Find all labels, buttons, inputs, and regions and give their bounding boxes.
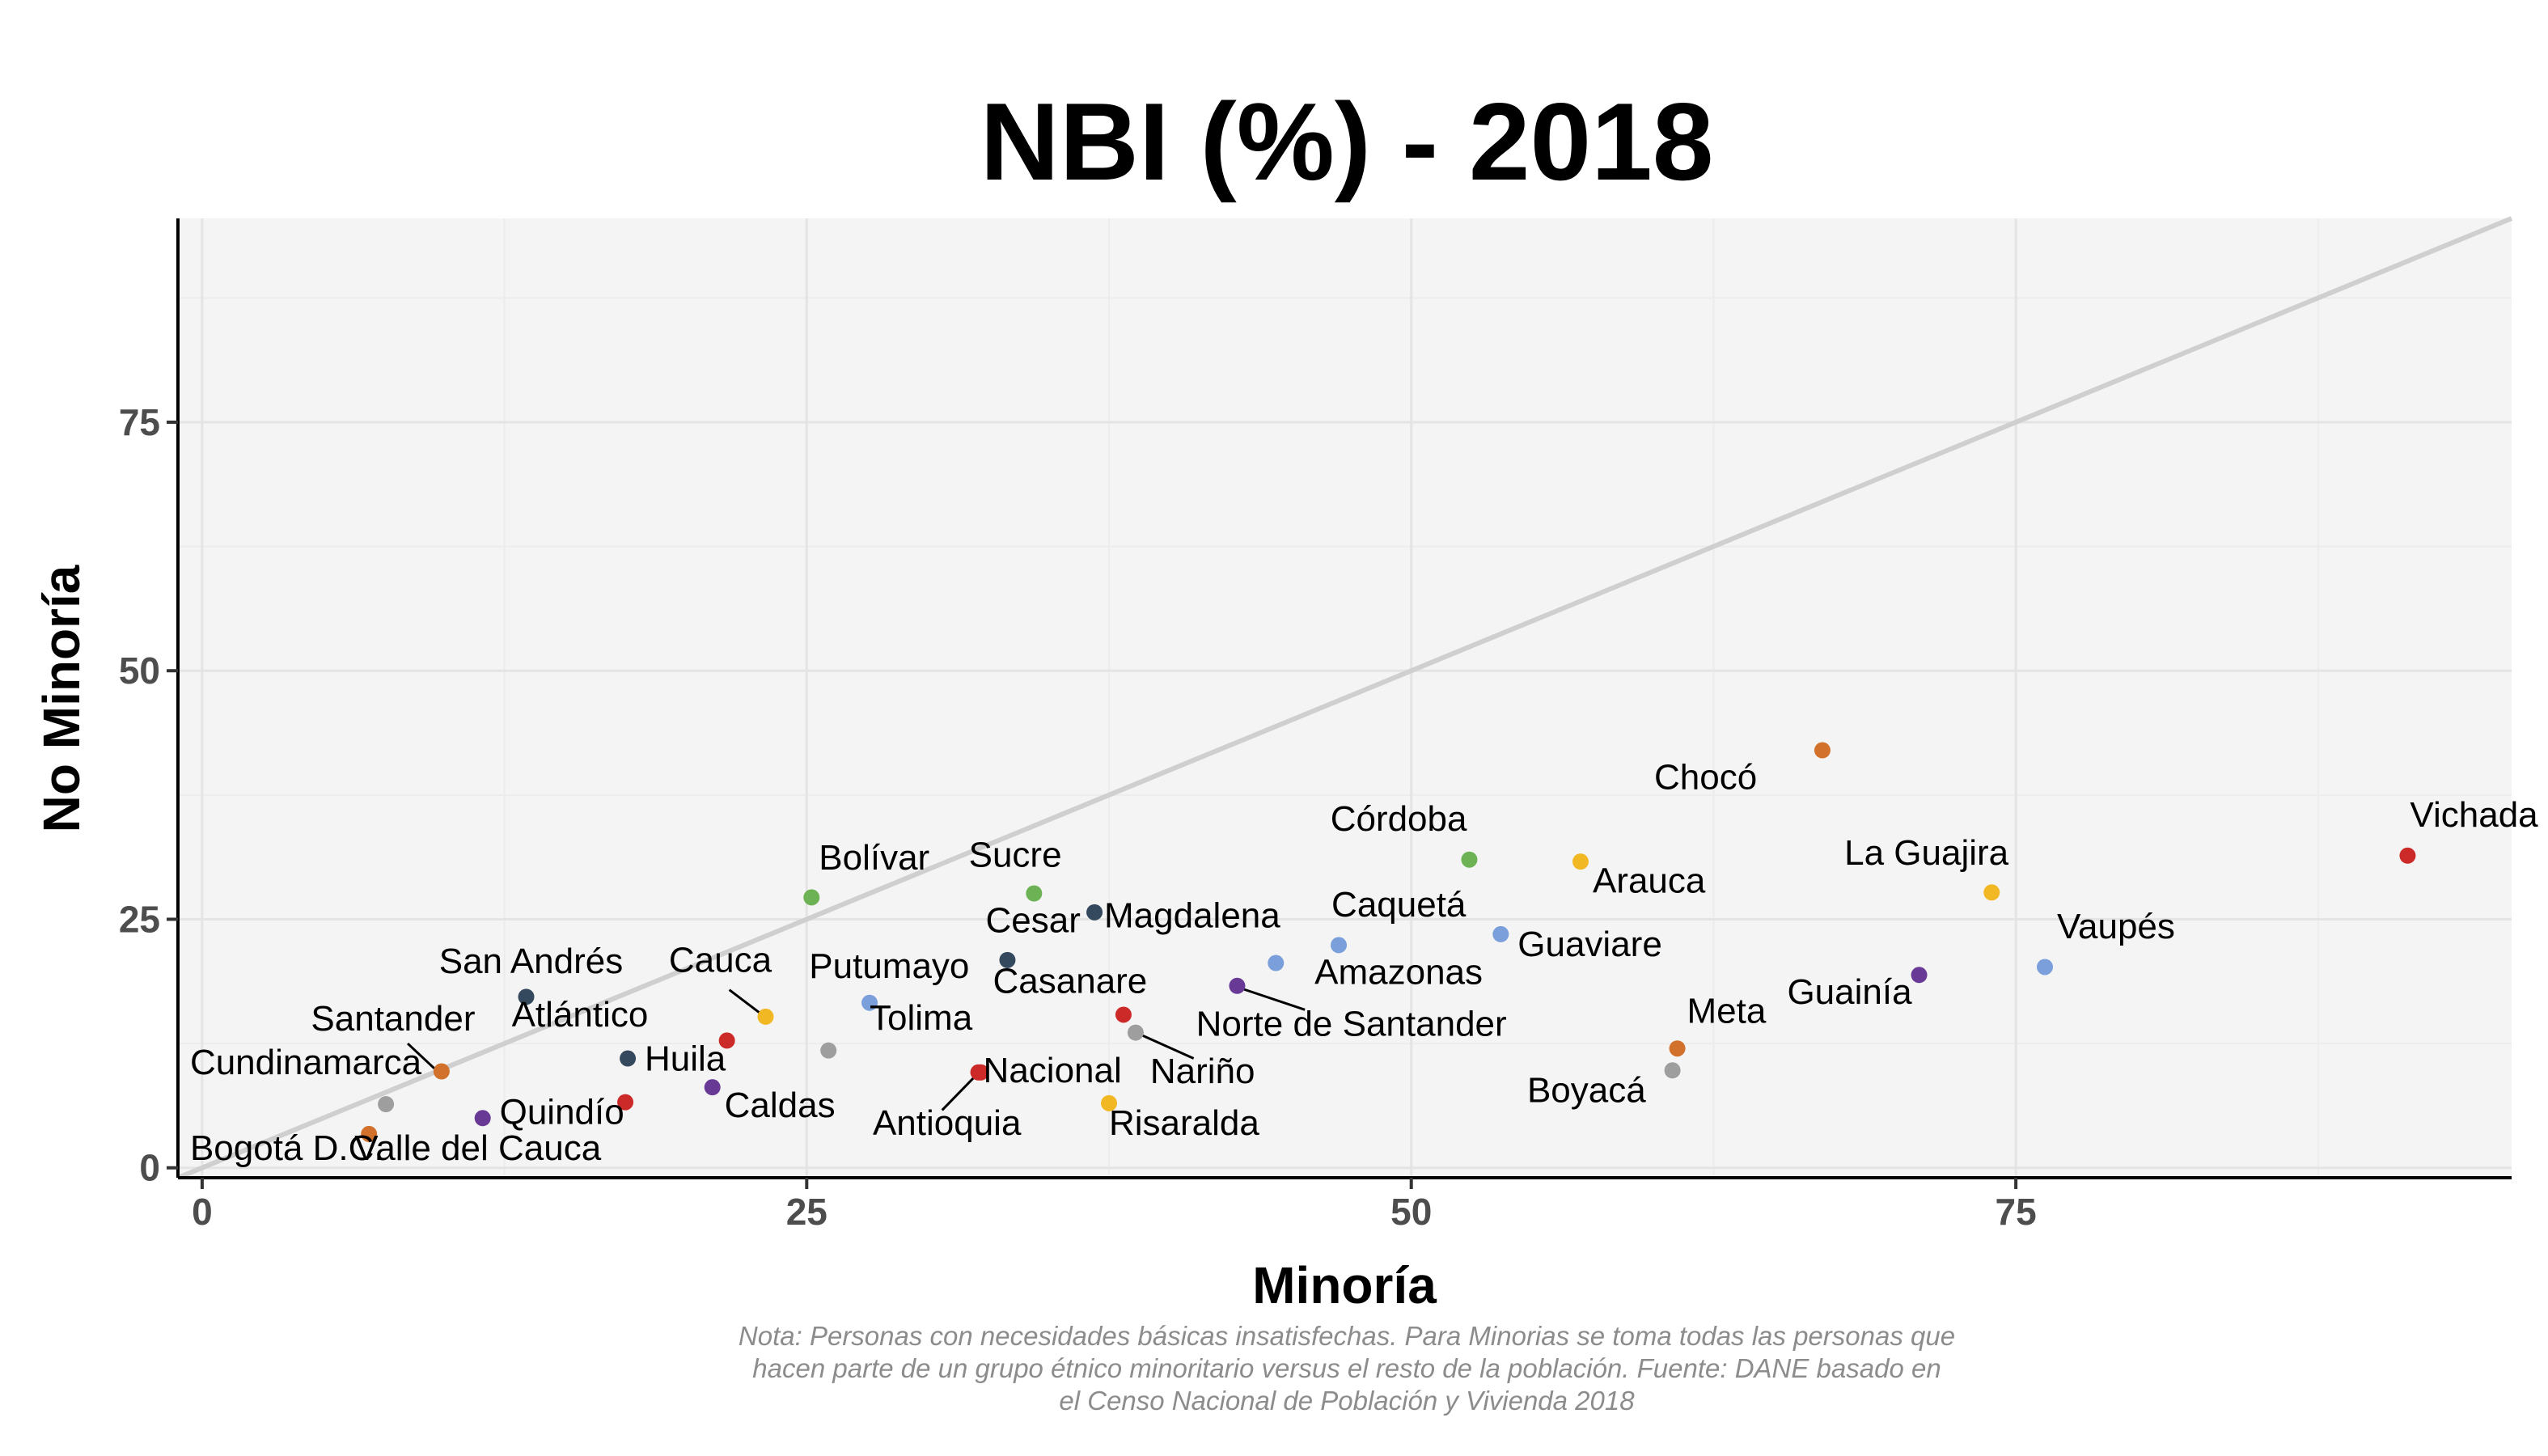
data-point	[1101, 1094, 1118, 1111]
point-label: Chocó	[1654, 757, 1757, 797]
x-axis-ticks: 0 25 50 75	[192, 1178, 2037, 1233]
data-point	[1127, 1024, 1144, 1041]
point-label: Meta	[1687, 991, 1767, 1031]
data-point	[972, 1064, 989, 1081]
data-point	[361, 1125, 378, 1142]
data-point	[1026, 885, 1043, 902]
x-axis-title: Minoría	[1252, 1256, 1437, 1314]
point-label: Amazonas	[1314, 952, 1483, 992]
point-label: Quindío	[500, 1093, 624, 1132]
point-label: Cundinamarca	[190, 1043, 422, 1082]
point-label: Vichada	[2410, 795, 2538, 835]
point-label: La Guajira	[1844, 833, 2009, 873]
point-label: Bolívar	[819, 838, 929, 878]
data-point	[1983, 884, 2000, 901]
x-tick-label: 25	[786, 1191, 827, 1233]
point-label: Guaviare	[1517, 925, 1662, 964]
point-label: Norte de Santander	[1196, 1004, 1507, 1043]
point-label: Nacional	[984, 1051, 1122, 1090]
point-label: Risaralda	[1109, 1103, 1259, 1143]
y-axis-title: No Minoría	[32, 565, 91, 832]
point-label: Atlántico	[512, 995, 649, 1035]
data-point	[1492, 925, 1509, 942]
caption-line-2: hacen parte de un grupo étnico minoritar…	[752, 1353, 1941, 1383]
data-point	[474, 1110, 491, 1127]
data-point	[1229, 977, 1246, 994]
y-tick-label: 25	[119, 898, 160, 940]
data-point	[617, 1094, 634, 1111]
data-point	[518, 988, 535, 1005]
point-label: San Andrés	[439, 942, 624, 981]
point-label: Boyacá	[1527, 1071, 1646, 1111]
point-label: Caldas	[725, 1086, 836, 1125]
x-tick-label: 0	[192, 1191, 213, 1233]
data-point	[861, 994, 878, 1011]
data-point	[1115, 1006, 1132, 1023]
point-label: Antioquia	[873, 1103, 1022, 1143]
x-tick-label: 50	[1390, 1191, 1432, 1233]
leader-line	[1238, 986, 1306, 1011]
leader-line	[728, 988, 762, 1015]
y-tick-label: 0	[139, 1147, 160, 1189]
data-point	[1461, 851, 1478, 868]
point-label: Nariño	[1150, 1052, 1255, 1091]
leader-line	[1140, 1033, 1195, 1060]
point-label: Córdoba	[1331, 799, 1467, 839]
data-point	[1572, 853, 1589, 870]
data-points	[361, 742, 2416, 1142]
y-tick-label: 50	[119, 650, 160, 692]
data-point	[1669, 1040, 1686, 1057]
point-label: Tolima	[870, 998, 973, 1038]
data-point	[1911, 967, 1928, 984]
data-point	[1331, 937, 1348, 954]
point-label: Huila	[645, 1039, 726, 1078]
caption-line-1: Nota: Personas con necesidades básicas i…	[739, 1321, 1955, 1351]
point-label: Putumayo	[809, 946, 969, 986]
leader-line	[941, 1074, 977, 1111]
data-point	[2399, 847, 2416, 864]
point-label: Cauca	[669, 941, 772, 980]
data-point	[718, 1032, 735, 1049]
data-point	[704, 1079, 721, 1096]
point-label: Arauca	[1593, 861, 1706, 900]
y-axis-ticks: 0 25 50 75	[119, 401, 178, 1189]
point-label: Santander	[311, 999, 475, 1039]
data-point	[999, 951, 1016, 968]
data-point	[803, 889, 820, 906]
chart-title: NBI (%) - 2018	[980, 80, 1714, 203]
point-label: Cesar	[986, 900, 1081, 940]
data-point	[620, 1050, 637, 1067]
data-point	[2037, 959, 2053, 976]
data-point	[757, 1008, 774, 1025]
data-point	[433, 1063, 450, 1080]
data-point	[1268, 954, 1285, 971]
point-label: Guainía	[1787, 972, 1912, 1012]
y-tick-label: 75	[119, 401, 160, 443]
data-point	[378, 1096, 395, 1113]
data-point	[820, 1042, 837, 1059]
point-label: Bogotá D.C.	[190, 1128, 384, 1168]
data-point	[1664, 1062, 1681, 1079]
data-point	[1086, 904, 1103, 921]
caption-line-3: el Censo Nacional de Población y Viviend…	[1059, 1386, 1635, 1416]
grid-lines	[178, 218, 2512, 1178]
point-label: Casanare	[993, 961, 1148, 1001]
point-label: Caquetá	[1331, 885, 1467, 925]
point-label: Sucre	[969, 835, 1062, 874]
point-label: Magdalena	[1104, 895, 1280, 935]
reference-line	[176, 216, 2513, 1180]
leader-lines	[406, 986, 1306, 1111]
leader-line	[406, 1042, 435, 1069]
x-tick-label: 75	[1996, 1191, 2037, 1233]
data-point	[1814, 742, 1831, 759]
point-label: Vaupés	[2057, 907, 2175, 946]
point-label: Valle del Cauca	[354, 1128, 601, 1168]
point-labels: Vichada Chocó Córdoba Arauca La Guajira Vaupé…	[190, 757, 2538, 1167]
